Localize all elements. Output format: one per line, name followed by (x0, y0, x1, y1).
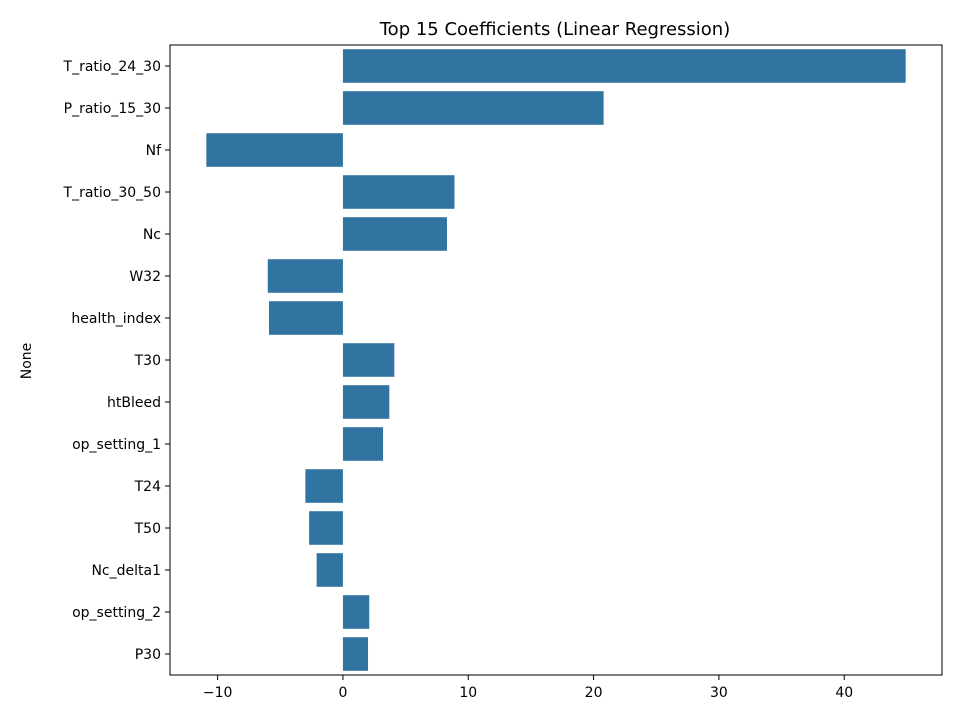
bar-t50 (309, 511, 343, 545)
x-tick-label: 30 (710, 685, 728, 701)
y-tick-label-t30: T30 (134, 353, 161, 369)
x-tick-label: −10 (203, 685, 233, 701)
bar-nc (342, 217, 447, 251)
y-tick-label-t-ratio-30-50: T_ratio_30_50 (63, 185, 161, 201)
plot-frame (169, 44, 943, 676)
x-tick-label: 10 (459, 685, 477, 701)
y-tick-label-w32: W32 (129, 269, 161, 285)
y-tick-label-t-ratio-24-30: T_ratio_24_30 (63, 59, 161, 75)
bar-htbleed (342, 385, 390, 419)
bar-t30 (342, 343, 395, 377)
bar-p-ratio-15-30 (342, 91, 604, 125)
y-tick-label-nc-delta1: Nc_delta1 (91, 563, 161, 579)
bar-w32 (267, 259, 343, 293)
bar-nc-delta1 (316, 553, 343, 587)
x-tick-label: 0 (338, 685, 347, 701)
bar-t24 (305, 469, 343, 503)
y-tick-label-p-ratio-15-30: P_ratio_15_30 (64, 101, 161, 117)
y-tick-label-nc: Nc (143, 227, 161, 243)
bar-health-index (269, 301, 343, 335)
y-tick-label-op-setting-2: op_setting_2 (72, 605, 161, 621)
bars-group (206, 49, 906, 671)
x-tick-label: 40 (835, 685, 853, 701)
x-tick-label: 20 (585, 685, 603, 701)
y-tick-label-p30: P30 (135, 647, 161, 663)
bar-op-setting-2 (342, 595, 370, 629)
chart-title: Top 15 Coefficients (Linear Regression) (379, 19, 730, 40)
x-axis-ticks: −10 0 10 20 30 40 (203, 675, 853, 701)
y-tick-label-t24: T24 (134, 479, 161, 495)
y-tick-label-op-setting-1: op_setting_1 (72, 437, 161, 453)
y-tick-label-health-index: health_index (71, 311, 161, 327)
bar-p30 (342, 637, 369, 671)
y-axis-label: None (19, 343, 35, 380)
bar-t-ratio-30-50 (342, 175, 455, 209)
bar-op-setting-1 (342, 427, 384, 461)
bar-t-ratio-24-30 (342, 49, 906, 83)
y-axis-ticks: T_ratio_24_30 P_ratio_15_30 Nf T_ratio_30_5… (63, 59, 170, 663)
y-tick-label-nf: Nf (146, 143, 162, 159)
bar-nf (206, 133, 343, 167)
y-tick-label-t50: T50 (134, 521, 161, 537)
y-tick-label-htbleed: htBleed (107, 395, 161, 411)
